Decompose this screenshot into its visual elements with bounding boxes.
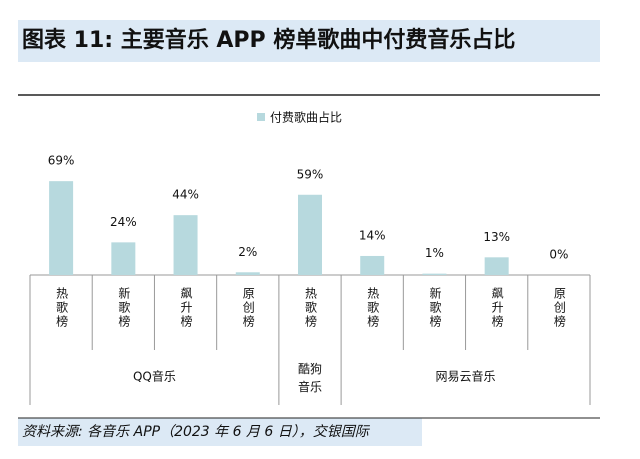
group-label: 酷狗音乐	[298, 362, 322, 394]
x-tick-label: 飙升榜	[179, 286, 193, 329]
source-band	[18, 418, 422, 446]
value-label: 1%	[425, 246, 444, 260]
bar	[173, 215, 198, 275]
bar	[235, 272, 260, 275]
group-label: 网易云音乐	[436, 369, 496, 384]
value-label: 14%	[359, 228, 386, 242]
title-band	[18, 20, 600, 62]
value-label: 13%	[483, 230, 510, 244]
bar	[422, 273, 447, 275]
value-label: 24%	[110, 215, 137, 229]
x-tick-label: 新歌榜	[117, 286, 131, 329]
bar	[360, 255, 385, 275]
x-tick-label: 新歌榜	[428, 286, 442, 329]
chart-title: 图表 11: 主要音乐 APP 榜单歌曲中付费音乐占比	[22, 27, 515, 53]
value-label: 44%	[172, 188, 199, 202]
x-tick-label: 热歌榜	[304, 287, 318, 329]
value-label: 69%	[48, 154, 75, 168]
x-tick-label: 原创榜	[241, 287, 255, 329]
x-tick-label: 热歌榜	[366, 287, 380, 329]
value-label: 0%	[549, 248, 568, 262]
x-tick-label: 热歌榜	[55, 287, 69, 329]
bar	[49, 181, 74, 275]
x-tick-label: 飙升榜	[490, 286, 504, 329]
bar	[484, 257, 509, 275]
bar	[111, 242, 136, 275]
bar	[298, 194, 322, 275]
source-note: 资料来源: 各音乐 APP（2023 年 6 月 6 日），交银国际	[22, 424, 371, 440]
legend-label: 付费歌曲占比	[270, 110, 342, 125]
group-label: QQ音乐	[133, 369, 176, 384]
value-label: 2%	[238, 245, 257, 259]
x-tick-label: 原创榜	[552, 287, 566, 329]
value-label: 59%	[297, 167, 324, 181]
legend-swatch	[257, 113, 265, 121]
